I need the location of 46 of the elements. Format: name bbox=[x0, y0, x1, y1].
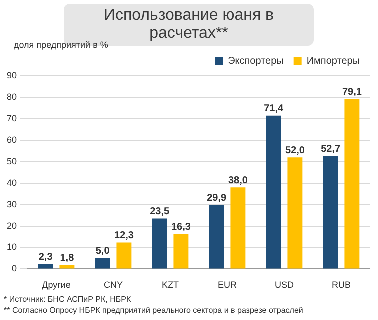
y-tick-label: 50 bbox=[6, 156, 18, 166]
y-tick-label: 90 bbox=[6, 70, 18, 80]
bar bbox=[288, 158, 303, 269]
data-label: 5,0 bbox=[96, 246, 110, 258]
y-tick-label: 70 bbox=[6, 113, 18, 124]
data-label: 29,9 bbox=[207, 192, 227, 204]
bar bbox=[174, 234, 189, 269]
data-label: 79,1 bbox=[342, 87, 362, 98]
text: * Источник: БНС АСПиР РК, НБРК bbox=[4, 294, 132, 305]
data-label: 38,0 bbox=[228, 175, 248, 186]
data-label: 71,4 bbox=[264, 104, 284, 115]
x-tick-label: USD bbox=[274, 280, 294, 290]
y-tick-label: 30 bbox=[6, 199, 18, 210]
bar bbox=[230, 188, 246, 269]
bar bbox=[323, 156, 338, 269]
x-tick-label: EUR bbox=[218, 280, 238, 290]
bar bbox=[344, 99, 360, 269]
data-label: 16,3 bbox=[171, 222, 192, 233]
y-tick-label: 40 bbox=[6, 178, 18, 188]
legend-label: Экспортеры bbox=[228, 56, 284, 67]
chart-title: Использование юаня в расчетах** bbox=[104, 7, 274, 42]
y-tick-label: 60 bbox=[6, 134, 18, 145]
data-label: 23,5 bbox=[150, 206, 170, 218]
bar bbox=[116, 242, 132, 269]
data-label: 52,0 bbox=[285, 145, 306, 156]
y-tick-label: 80 bbox=[6, 92, 18, 102]
data-label: 12,3 bbox=[114, 230, 134, 242]
y-axis-title: доля предприятий в % bbox=[14, 40, 108, 50]
x-tick-label: KZT bbox=[162, 280, 180, 290]
y-tick-label: 10 bbox=[6, 242, 18, 252]
data-label: 2,3 bbox=[38, 252, 54, 264]
y-tick-label: 0 bbox=[12, 264, 18, 274]
bar bbox=[209, 205, 224, 269]
bar bbox=[152, 218, 168, 269]
x-tick-label: CNY bbox=[104, 280, 124, 290]
data-label: 52,7 bbox=[321, 144, 341, 155]
y-tick-label: 20 bbox=[6, 220, 18, 231]
data-label: 1,8 bbox=[60, 253, 75, 264]
bar bbox=[38, 264, 54, 269]
bar bbox=[60, 265, 75, 269]
bar bbox=[95, 258, 110, 269]
x-tick-label: RUB bbox=[332, 280, 352, 290]
legend-label: Импортеры bbox=[306, 56, 360, 67]
bar bbox=[266, 116, 282, 269]
x-tick-label: Другие bbox=[42, 280, 71, 290]
text: ** Согласно Опросу НБРК предприятий реального сектора и в разрезе отраслей bbox=[4, 305, 304, 316]
